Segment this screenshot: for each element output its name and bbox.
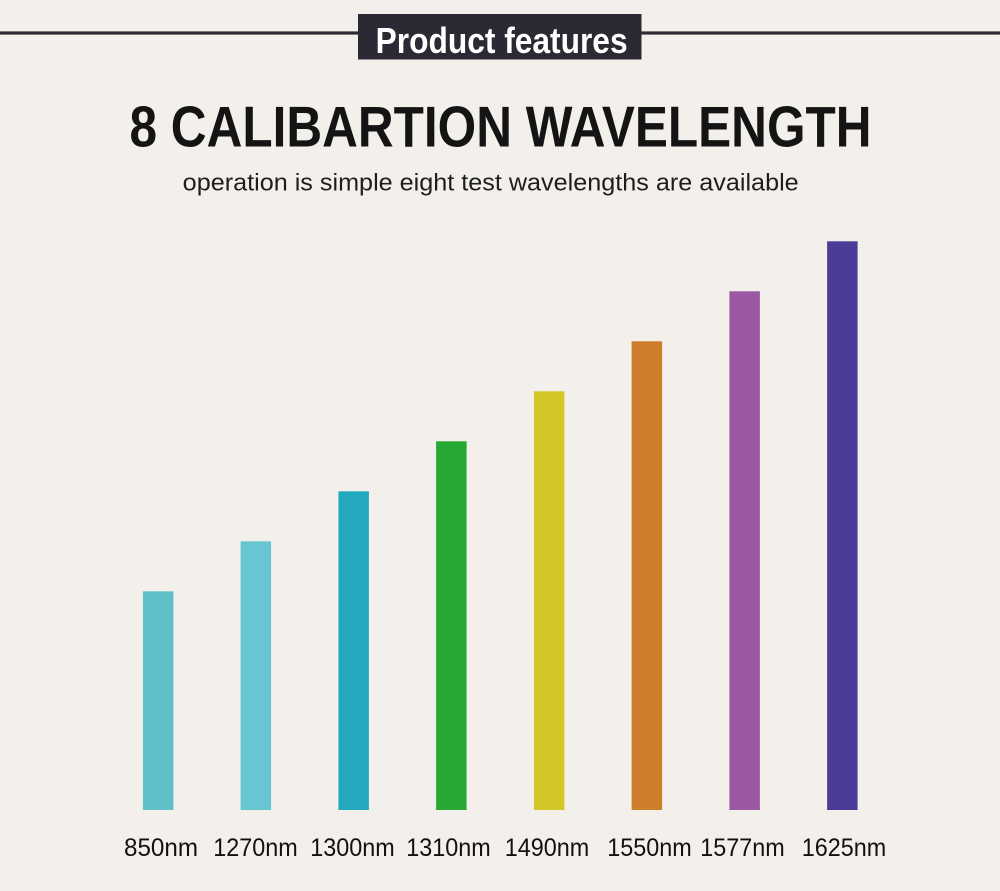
svg-text:1310nm: 1310nm bbox=[406, 834, 491, 862]
svg-text:1300nm: 1300nm bbox=[310, 834, 395, 862]
svg-text:1625nm: 1625nm bbox=[802, 834, 887, 862]
svg-text:8 CALIBARTION WAVELENGTH: 8 CALIBARTION WAVELENGTH bbox=[130, 96, 872, 160]
svg-text:850nm: 850nm bbox=[124, 834, 198, 862]
svg-text:1550nm: 1550nm bbox=[607, 834, 692, 862]
svg-text:Product features: Product features bbox=[376, 20, 628, 61]
svg-text:1270nm: 1270nm bbox=[213, 834, 298, 862]
svg-text:operation is simple eight test: operation is simple eight test wavelengt… bbox=[183, 170, 799, 197]
svg-text:1490nm: 1490nm bbox=[505, 834, 590, 862]
svg-text:1577nm: 1577nm bbox=[700, 834, 785, 862]
